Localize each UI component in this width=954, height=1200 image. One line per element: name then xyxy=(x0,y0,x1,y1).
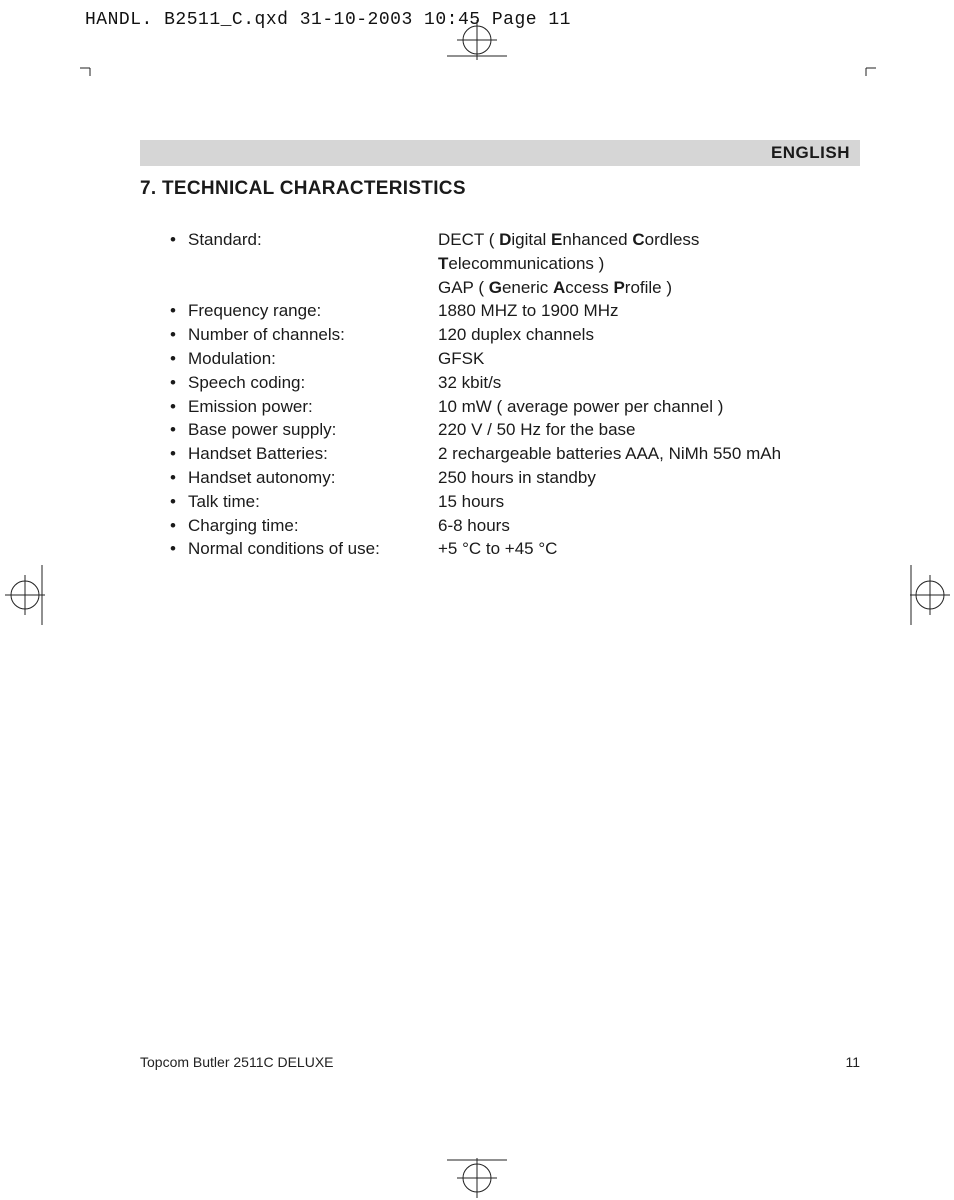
bullet-icon: • xyxy=(170,347,188,371)
crop-top-left xyxy=(80,60,96,76)
reg-mark-top xyxy=(447,20,507,70)
spec-label: Frequency range: xyxy=(188,299,438,323)
spec-row: •Charging time:6-8 hours xyxy=(170,514,860,538)
reg-mark-left xyxy=(0,565,50,625)
spec-value: 6-8 hours xyxy=(438,514,860,538)
bullet-icon: • xyxy=(170,537,188,561)
spec-label: Speech coding: xyxy=(188,371,438,395)
spec-value: 2 rechargeable batteries AAA, NiMh 550 m… xyxy=(438,442,860,466)
spec-label: Standard: xyxy=(188,228,438,252)
crop-top-right xyxy=(860,60,876,76)
spec-row: •Emission power:10 mW ( average power pe… xyxy=(170,395,860,419)
bullet-icon: • xyxy=(170,228,188,252)
bullet-icon: • xyxy=(170,418,188,442)
spec-label: Normal conditions of use: xyxy=(188,537,438,561)
bullet-icon: • xyxy=(170,442,188,466)
spec-label: Emission power: xyxy=(188,395,438,419)
bullet-icon: • xyxy=(170,323,188,347)
spec-label: Charging time: xyxy=(188,514,438,538)
spec-row: •Handset Batteries:2 rechargeable batter… xyxy=(170,442,860,466)
spec-value: +5 °C to +45 °C xyxy=(438,537,860,561)
spec-value: 32 kbit/s xyxy=(438,371,860,395)
bullet-icon: • xyxy=(170,514,188,538)
spec-label: Base power supply: xyxy=(188,418,438,442)
page-footer: Topcom Butler 2511C DELUXE 11 xyxy=(140,1054,860,1070)
footer-product: Topcom Butler 2511C DELUXE xyxy=(140,1054,334,1070)
spec-row: •Modulation:GFSK xyxy=(170,347,860,371)
reg-mark-bottom xyxy=(447,1150,507,1200)
spec-row: •Speech coding:32 kbit/s xyxy=(170,371,860,395)
spec-row: •Handset autonomy:250 hours in standby xyxy=(170,466,860,490)
footer-page-number: 11 xyxy=(845,1054,860,1070)
language-bar: ENGLISH xyxy=(140,140,860,166)
section-title: 7. TECHNICAL CHARACTERISTICS xyxy=(140,178,860,200)
spec-label: Modulation: xyxy=(188,347,438,371)
page-content: ENGLISH 7. TECHNICAL CHARACTERISTICS •St… xyxy=(140,140,860,561)
spec-label: Talk time: xyxy=(188,490,438,514)
spec-value: 15 hours xyxy=(438,490,860,514)
spec-value: 10 mW ( average power per channel ) xyxy=(438,395,860,419)
spec-row: •Normal conditions of use:+5 °C to +45 °… xyxy=(170,537,860,561)
bullet-icon: • xyxy=(170,466,188,490)
spec-label: Handset Batteries: xyxy=(188,442,438,466)
bullet-icon: • xyxy=(170,371,188,395)
spec-value: 1880 MHZ to 1900 MHz xyxy=(438,299,860,323)
spec-value: 250 hours in standby xyxy=(438,466,860,490)
spec-value: GFSK xyxy=(438,347,860,371)
spec-row: •Standard:DECT ( Digital Enhanced Cordle… xyxy=(170,228,860,299)
reg-mark-right xyxy=(905,565,954,625)
spec-row: •Base power supply:220 V / 50 Hz for the… xyxy=(170,418,860,442)
spec-value: 220 V / 50 Hz for the base xyxy=(438,418,860,442)
spec-value: DECT ( Digital Enhanced Cordless Telecom… xyxy=(438,228,860,299)
spec-label: Number of channels: xyxy=(188,323,438,347)
spec-row: •Number of channels:120 duplex channels xyxy=(170,323,860,347)
bullet-icon: • xyxy=(170,299,188,323)
spec-row: •Frequency range:1880 MHZ to 1900 MHz xyxy=(170,299,860,323)
spec-label: Handset autonomy: xyxy=(188,466,438,490)
bullet-icon: • xyxy=(170,490,188,514)
spec-value: 120 duplex channels xyxy=(438,323,860,347)
bullet-icon: • xyxy=(170,395,188,419)
spec-list: •Standard:DECT ( Digital Enhanced Cordle… xyxy=(170,228,860,561)
spec-row: •Talk time:15 hours xyxy=(170,490,860,514)
